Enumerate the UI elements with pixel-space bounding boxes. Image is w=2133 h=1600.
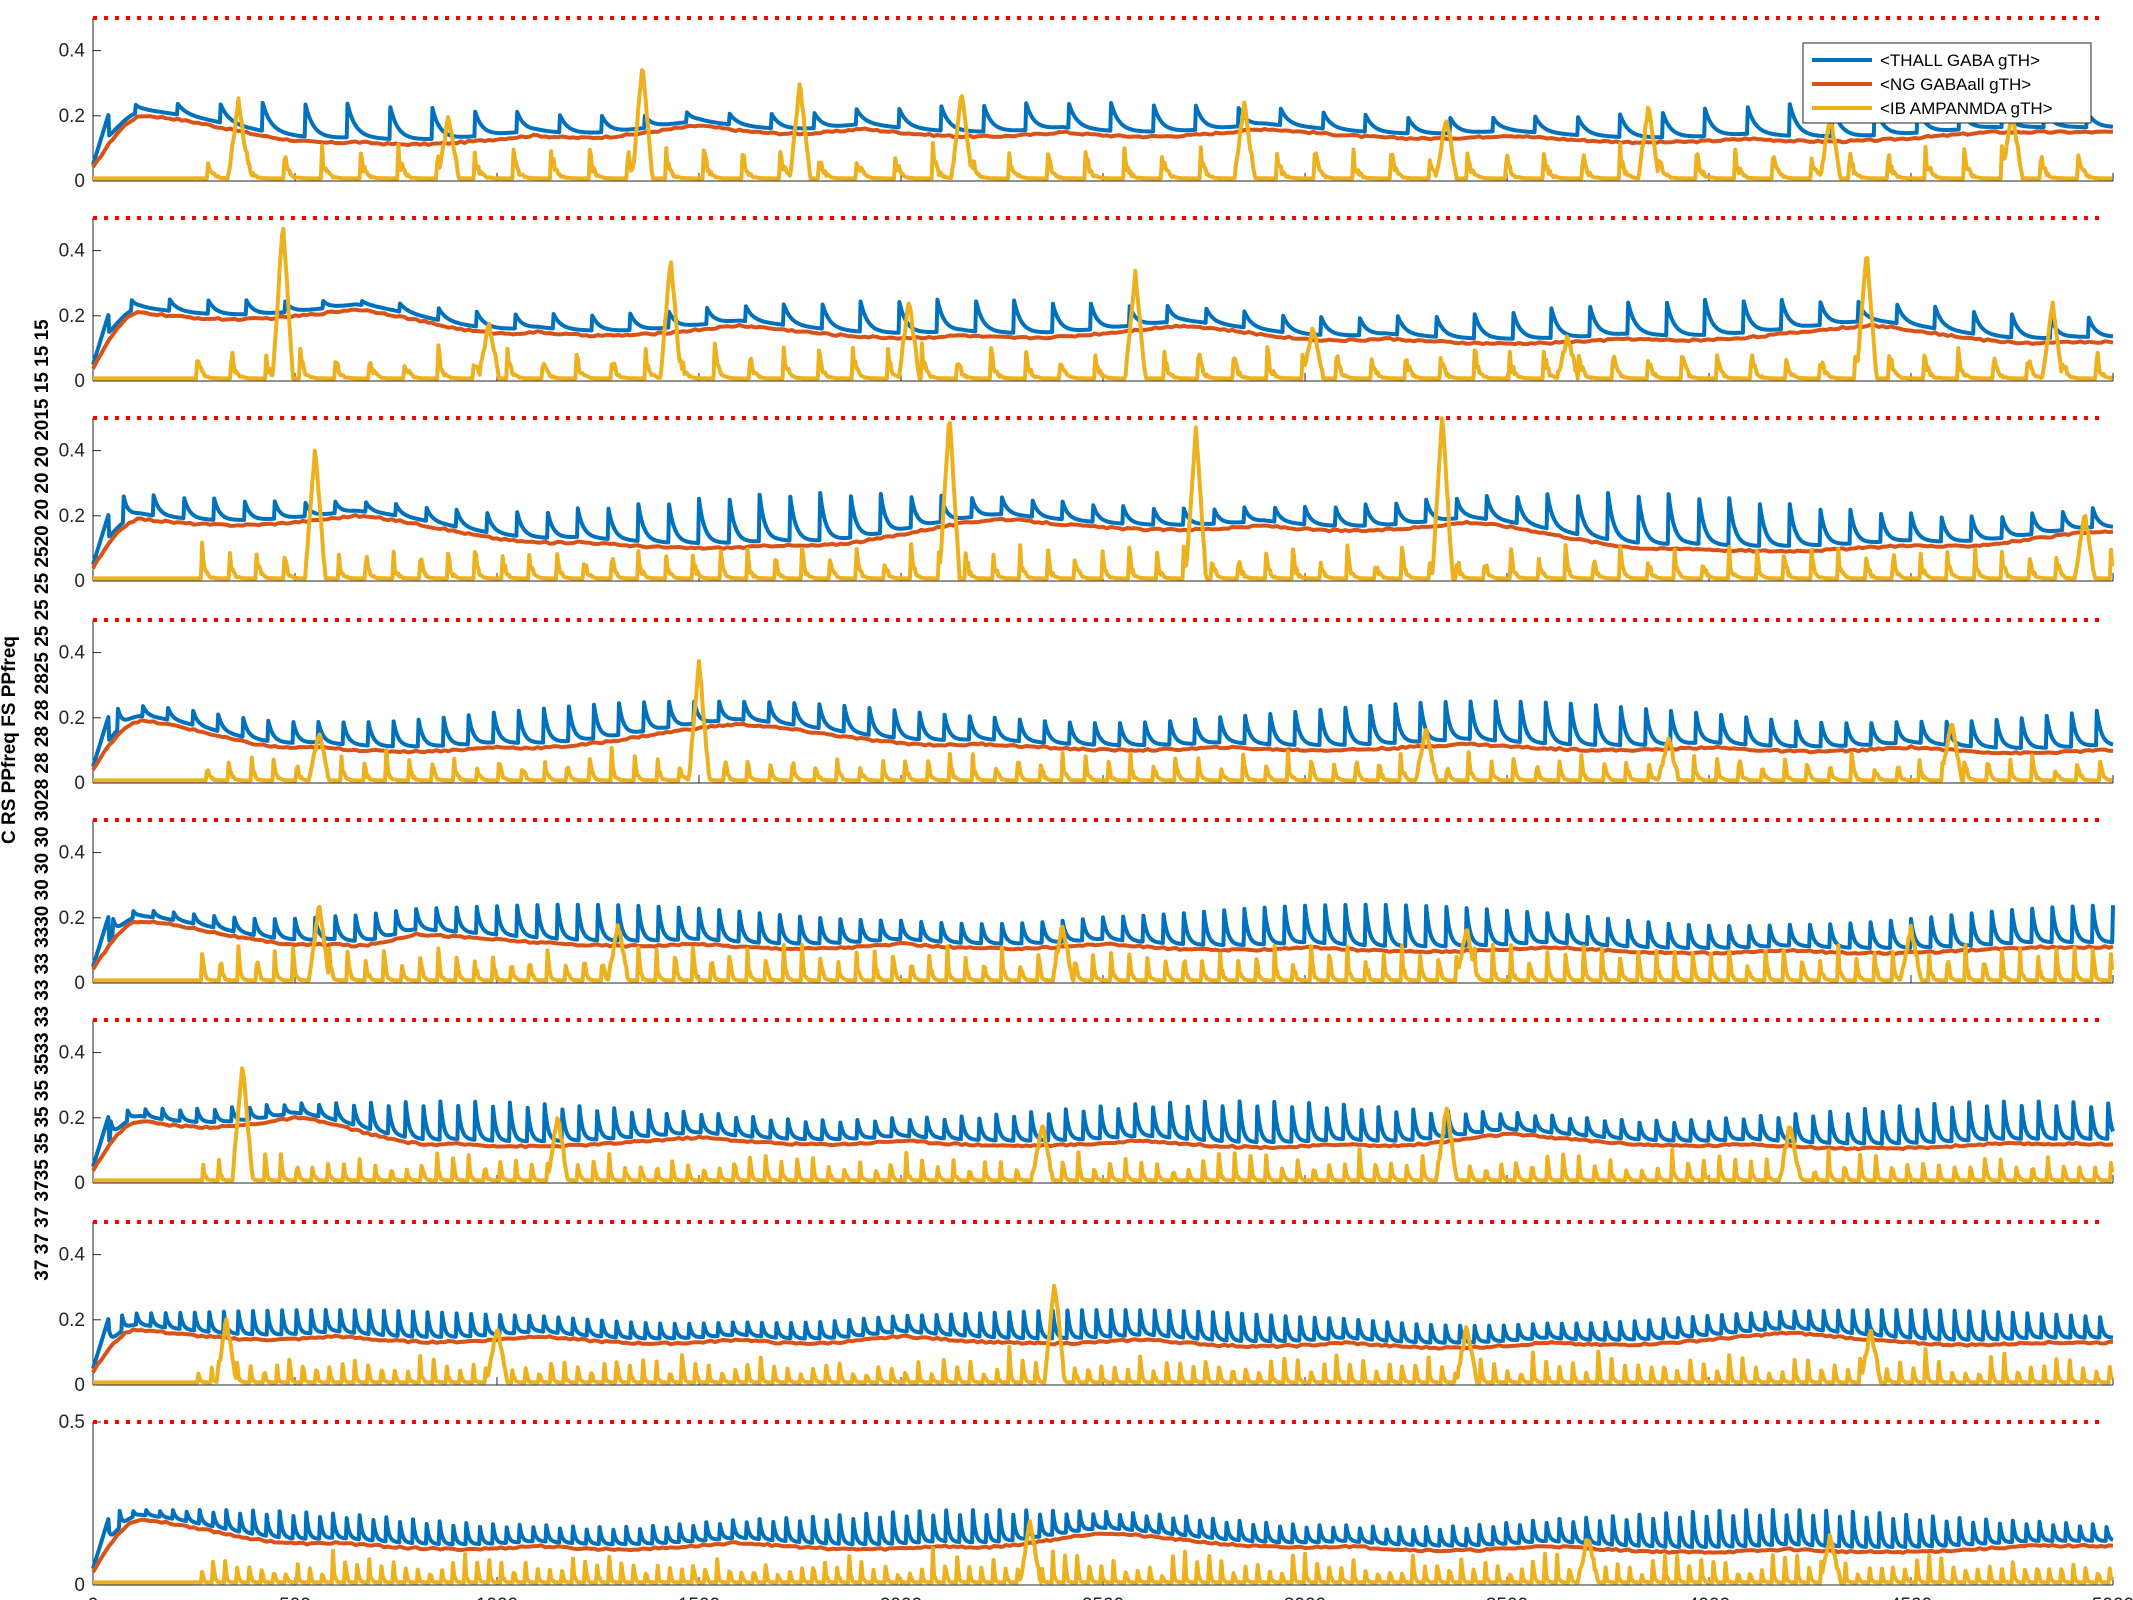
y-axis-label: 37 37 37 3735 35 35 35 3533 33 33 33 333… <box>32 319 53 1281</box>
series-ng-line <box>91 513 2114 570</box>
x-tick-label: 1500 <box>678 1595 720 1600</box>
y-tick-label: 0.4 <box>59 1043 86 1064</box>
panels-group: 00.20.400.20.400.20.400.20.400.20.400.20… <box>59 16 2133 1600</box>
panel-5: 0 0.2 0.4 <box>59 818 2115 994</box>
x-tick-label: 4500 <box>1890 1595 1932 1600</box>
x-tick-label: 4000 <box>1688 1595 1730 1600</box>
y-tick-label: 0 <box>74 571 85 592</box>
y-tick-label: 0.2 <box>59 908 85 929</box>
legend: <THALL GABA gTH> <NG GABAall gTH> <IB AM… <box>1802 42 2092 124</box>
x-tick-label: 500 <box>279 1595 311 1600</box>
series-thall-line <box>91 297 2115 366</box>
series-thall-line <box>91 1508 2115 1570</box>
y-tick-label: 0 <box>74 973 85 994</box>
y-axis-label-overlay: C RS PPfreq FS PPfreq <box>0 636 20 844</box>
panel-1: 0 0.2 0.4 <box>59 16 2115 192</box>
y-tick-label: 0.2 <box>59 306 85 327</box>
series-ng-line <box>91 1327 2114 1374</box>
x-tick-label: 3500 <box>1486 1595 1528 1600</box>
y-tick-label: 0.2 <box>59 708 85 729</box>
series-ib-line <box>92 1519 2114 1585</box>
panel-8: 0 0.5 0 500 1000 1500 2000 2500 3000 3500 4000 4500… <box>59 1412 2133 1600</box>
legend-label-thall: <THALL GABA gTH> <box>1880 51 2040 70</box>
series-thall-line <box>91 491 2115 566</box>
series-thall-line <box>91 100 2115 166</box>
series-ib-line <box>92 1283 2115 1385</box>
x-tick-label: 2000 <box>880 1595 922 1600</box>
panel-4: 0 0.2 0.4 <box>59 618 2115 794</box>
panel-7: 0 0.2 0.4 <box>59 1220 2115 1396</box>
y-tick-label: 0 <box>74 1575 85 1596</box>
series-ng-line <box>91 919 2114 971</box>
y-tick-label: 0 <box>74 773 85 794</box>
series-thall-line <box>91 1099 2115 1168</box>
y-tick-label: 0.4 <box>59 241 86 262</box>
y-tick-label: 0.2 <box>59 1108 85 1129</box>
series-ng-line <box>91 114 2114 169</box>
y-tick-label: 0.4 <box>59 441 86 462</box>
x-tick-label: 3000 <box>1284 1595 1326 1600</box>
series-ng-line <box>91 1114 2114 1172</box>
series-ib-line <box>92 416 2115 581</box>
series-thall-line <box>91 1308 2115 1370</box>
y-tick-label: 0.4 <box>59 41 86 62</box>
y-tick-label: 0.4 <box>59 843 86 864</box>
panel-6: 0 0.2 0.4 <box>59 1018 2115 1194</box>
y-tick-label: 0.4 <box>59 1245 86 1266</box>
series-ng-line <box>91 718 2113 771</box>
x-tick-label: 2500 <box>1082 1595 1124 1600</box>
x-tick-label: 1000 <box>476 1595 518 1600</box>
series-ib-line <box>92 659 2113 783</box>
x-tick-label: 5000 <box>2092 1595 2133 1600</box>
y-tick-label: 0.5 <box>59 1412 85 1433</box>
y-tick-label: 0.2 <box>59 1310 85 1331</box>
y-tick-label: 0 <box>74 171 85 192</box>
y-tick-label: 0 <box>74 1173 85 1194</box>
y-tick-label: 0 <box>74 1375 85 1396</box>
panel-3: 0 0.2 0.4 <box>59 416 2115 592</box>
x-tick-label: 0 <box>88 1595 99 1600</box>
legend-label-ng: <NG GABAall gTH> <box>1880 75 2031 94</box>
series-ib-line <box>92 226 2113 381</box>
series-ng-line <box>91 1517 2114 1574</box>
legend-label-ib: <IB AMPANMDA gTH> <box>1880 99 2053 118</box>
series-thall-line <box>91 699 2115 768</box>
panel-2: 0 0.2 0.4 <box>59 216 2115 392</box>
series-ng-line <box>91 307 2114 370</box>
series-ib-line <box>92 68 2113 181</box>
y-tick-label: 0.2 <box>59 106 85 127</box>
y-tick-label: 0.2 <box>59 506 85 527</box>
y-tick-label: 0.4 <box>59 643 86 664</box>
y-tick-label: 0 <box>74 371 85 392</box>
series-ib-line <box>92 904 2115 983</box>
series-ib-line <box>92 1066 2115 1183</box>
series-thall-line <box>91 902 2115 968</box>
